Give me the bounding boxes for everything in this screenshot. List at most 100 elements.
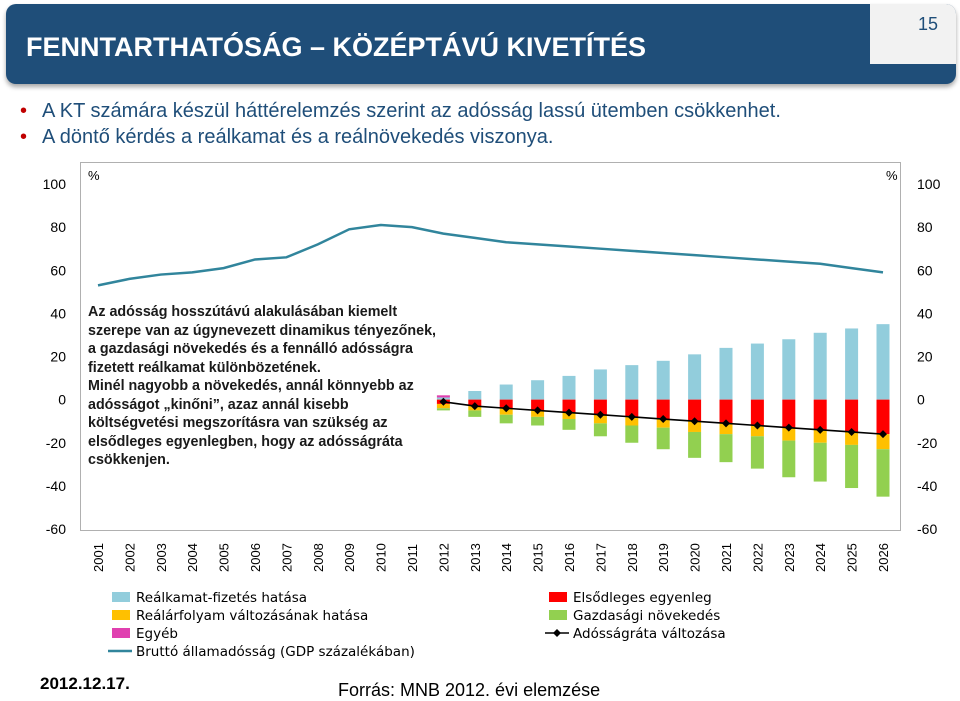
bar-segment (750, 343, 764, 400)
y-tick-label-right: -60 (917, 521, 937, 537)
bar-segment (656, 419, 670, 428)
bar-segment (625, 425, 639, 443)
bar-segment (468, 410, 482, 417)
bar-segment (813, 429, 827, 443)
debt-change-marker (502, 404, 511, 413)
debt-change-marker (565, 408, 573, 417)
y-tick-label-right: 40 (917, 305, 933, 321)
x-tick-label: 2005 (217, 543, 232, 572)
y-tick-label-left: -60 (46, 521, 66, 537)
legend-label: Bruttó államadósság (GDP százalékában) (136, 644, 415, 660)
bar-segment (688, 431, 702, 458)
right-unit-label: % (886, 168, 898, 183)
line-series (97, 223, 887, 439)
page-title: FENNTARTHATÓSÁG – KÖZÉPTÁVÚ KIVETÍTÉS (26, 32, 647, 62)
bar-segment (750, 436, 764, 469)
x-axis-labels: 2001 2002 2003 2004 2005 2006 2007 2008 2009 2010… (91, 543, 891, 572)
bar-segment (656, 360, 670, 400)
bar-segment (499, 399, 513, 409)
x-tick-label: 2023 (782, 543, 797, 572)
legend-swatch (549, 610, 567, 620)
bar-segment (845, 444, 859, 489)
x-tick-label: 2022 (750, 543, 765, 572)
debt-change-marker (753, 421, 762, 430)
chart-annotation: Az adósság hosszútávú alakulásában kieme… (88, 303, 438, 470)
debt-change-marker (533, 406, 542, 415)
x-tick-label: 2021 (719, 543, 734, 572)
legend-label: Gazdasági növekedés (573, 608, 720, 624)
debt-change-marker (690, 417, 699, 426)
x-tick-label: 2025 (845, 543, 860, 572)
y-tick-label-left: 0 (58, 392, 66, 408)
bar-segment (593, 423, 607, 437)
gross-debt-line (97, 223, 884, 287)
bar-segment (719, 434, 733, 463)
bar-segment (562, 399, 576, 413)
y-tick-label-left: 100 (43, 176, 67, 192)
bar-segment (625, 399, 639, 417)
bar-segment (656, 427, 670, 450)
legend-swatch (112, 610, 130, 620)
legend-label: Elsődleges egyenleg (573, 590, 712, 606)
x-tick-label: 2018 (625, 543, 640, 572)
y-tick-label-right: 60 (917, 262, 933, 278)
right-axis: 100 80 60 40 20 0 -20 -40 -60% (886, 168, 941, 537)
x-tick-label: 2008 (311, 543, 326, 572)
left-unit-label: % (88, 168, 100, 183)
x-tick-label: 2007 (279, 543, 294, 572)
legend-marker (553, 629, 561, 637)
bullet-list: • A KT számára készül háttérelemzés szeri… (16, 98, 781, 150)
legend-swatch (112, 628, 130, 638)
bar-segment (813, 442, 827, 482)
chart-plot-frame (80, 162, 901, 531)
x-tick-label: 2001 (91, 543, 106, 572)
bar-segment (593, 399, 607, 415)
bar-segment (782, 427, 796, 441)
bar-segment (688, 421, 702, 432)
x-tick-label: 2013 (468, 543, 483, 572)
x-tick-label: 2016 (562, 543, 577, 572)
legend-label: Reálárfolyam változásának hatása (136, 608, 368, 624)
x-tick-label: 2006 (248, 543, 263, 572)
y-tick-label-right: 80 (917, 219, 933, 235)
y-tick-label-left: 20 (50, 349, 66, 365)
bar-segment (625, 365, 639, 400)
y-tick-label-right: 100 (917, 176, 941, 192)
bar-segment (499, 384, 513, 400)
x-tick-label: 2012 (436, 543, 451, 572)
legend-swatch (112, 592, 130, 602)
x-tick-label: 2026 (876, 543, 891, 572)
debt-change-marker (659, 415, 668, 424)
x-tick-label: 2014 (499, 543, 514, 572)
debt-change-marker (596, 410, 605, 419)
y-tick-label-right: -40 (917, 478, 937, 494)
bullet-item: • A döntő kérdés a reálkamat és a reálnöv… (16, 124, 781, 150)
debt-change-marker (879, 430, 887, 439)
bar-segment (499, 414, 513, 424)
page-number: 15 (917, 14, 938, 34)
bar-segment (625, 416, 639, 426)
chart-legend: Reálkamat-fizetés hatása Reálárfolyam vál… (108, 590, 726, 660)
bar-segment (468, 391, 482, 400)
bar-series (436, 324, 890, 497)
bar-segment (845, 328, 859, 400)
debt-change-marker (816, 425, 825, 434)
bar-segment (436, 408, 450, 411)
bullet-text: A döntő kérdés a reálkamat és a reálnöve… (42, 126, 554, 148)
bar-segment (656, 399, 670, 420)
y-tick-label-left: -40 (46, 478, 66, 494)
x-tick-label: 2009 (342, 543, 357, 572)
bar-segment (782, 440, 796, 478)
footer-date: 2012.12.17. (40, 674, 130, 693)
x-tick-label: 2020 (688, 543, 703, 572)
bar-segment (876, 449, 890, 497)
bar-segment (531, 416, 545, 426)
bar-segment (593, 414, 607, 424)
debt-change-marker (784, 423, 793, 432)
bar-segment (813, 332, 827, 400)
footer-source: Forrás: MNB 2012. évi elemzése (338, 680, 601, 700)
bar-segment (845, 431, 859, 445)
annotation-paragraph-1: Az adósság hosszútávú alakulásában kieme… (88, 304, 437, 376)
bar-segment (876, 324, 890, 400)
left-axis: 100 80 60 40 20 0 -20 -40 -60% (43, 168, 100, 537)
